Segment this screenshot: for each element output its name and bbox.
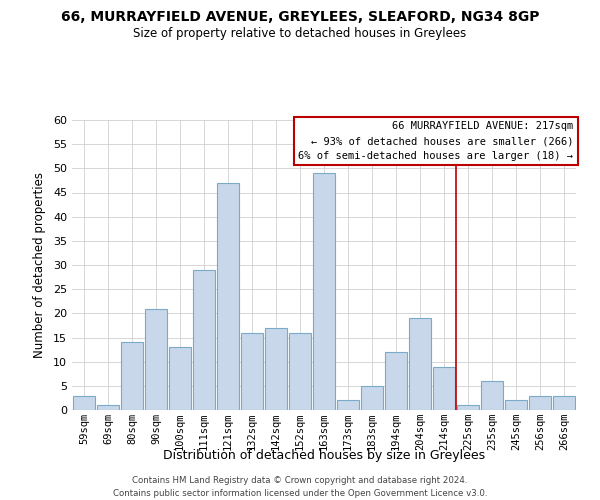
Bar [73, 396, 95, 410]
Bar [145, 308, 167, 410]
Bar [481, 381, 503, 410]
Bar [241, 332, 263, 410]
Bar [385, 352, 407, 410]
Text: Contains public sector information licensed under the Open Government Licence v3: Contains public sector information licen… [113, 488, 487, 498]
Bar [337, 400, 359, 410]
Bar [169, 347, 191, 410]
Bar [409, 318, 431, 410]
Bar [505, 400, 527, 410]
Bar [97, 405, 119, 410]
Bar [457, 405, 479, 410]
Bar [553, 396, 575, 410]
Text: 66 MURRAYFIELD AVENUE: 217sqm
← 93% of detached houses are smaller (266)
6% of s: 66 MURRAYFIELD AVENUE: 217sqm ← 93% of d… [298, 122, 574, 161]
Bar [193, 270, 215, 410]
Bar [529, 396, 551, 410]
Text: Contains HM Land Registry data © Crown copyright and database right 2024.: Contains HM Land Registry data © Crown c… [132, 476, 468, 485]
Bar [313, 173, 335, 410]
Bar [217, 183, 239, 410]
Text: Distribution of detached houses by size in Greylees: Distribution of detached houses by size … [163, 448, 485, 462]
Bar [121, 342, 143, 410]
Bar [361, 386, 383, 410]
Text: Size of property relative to detached houses in Greylees: Size of property relative to detached ho… [133, 28, 467, 40]
Bar [289, 332, 311, 410]
Bar [433, 366, 455, 410]
Bar [265, 328, 287, 410]
Y-axis label: Number of detached properties: Number of detached properties [33, 172, 46, 358]
Text: 66, MURRAYFIELD AVENUE, GREYLEES, SLEAFORD, NG34 8GP: 66, MURRAYFIELD AVENUE, GREYLEES, SLEAFO… [61, 10, 539, 24]
